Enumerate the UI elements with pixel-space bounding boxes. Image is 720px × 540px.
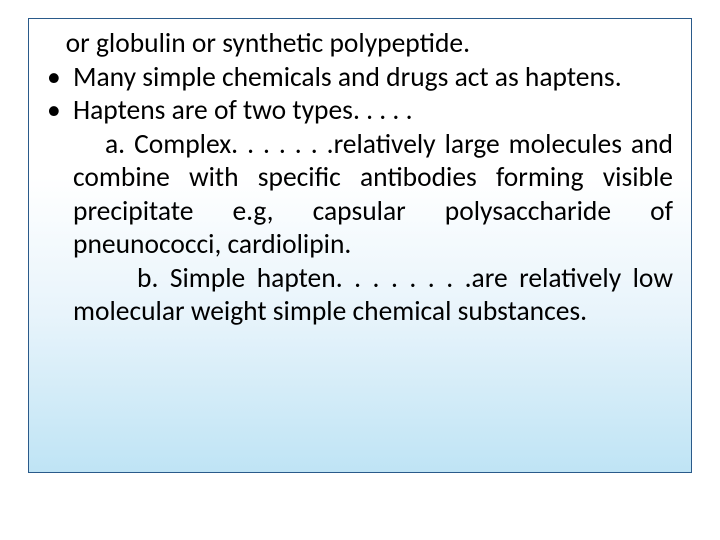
bullet-marker: • <box>47 94 73 128</box>
bullet-1-text: Many simple chemicals and drugs act as h… <box>73 61 673 95</box>
content-box: or globulin or synthetic polypeptide. • … <box>28 18 692 473</box>
sub-point-a: a. Complex. . . . . . .relatively large … <box>73 128 673 262</box>
sub-point-b: b. Simple hapten. . . . . . . .are relat… <box>73 262 673 329</box>
bullet-2-text: Haptens are of two types. . . . . <box>73 94 673 128</box>
bullet-marker: • <box>47 61 73 95</box>
lead-line: or globulin or synthetic polypeptide. <box>47 27 673 61</box>
slide: or globulin or synthetic polypeptide. • … <box>0 0 720 540</box>
bullet-1: • Many simple chemicals and drugs act as… <box>47 61 673 95</box>
bullet-2: • Haptens are of two types. . . . . <box>47 94 673 128</box>
